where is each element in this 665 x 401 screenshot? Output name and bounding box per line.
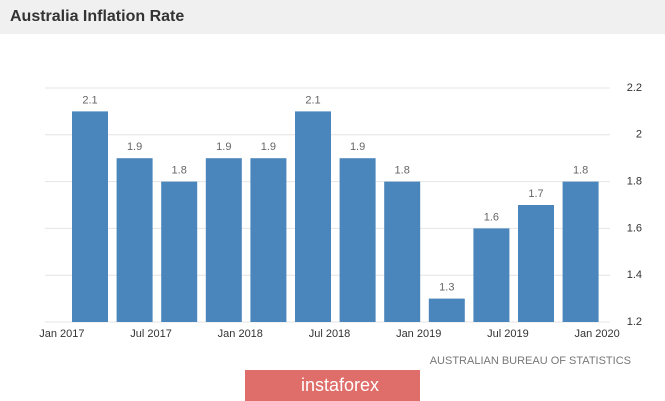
value-label: 1.9	[216, 141, 231, 153]
y-tick-label: 1.4	[627, 269, 642, 281]
value-label: 1.9	[261, 141, 276, 153]
x-tick-label: Jul 2018	[309, 328, 351, 340]
value-label: 1.3	[439, 282, 454, 294]
bar	[161, 181, 198, 322]
bar	[205, 158, 242, 322]
bar	[339, 158, 376, 322]
value-label: 1.8	[573, 165, 588, 177]
watermark-box	[245, 370, 420, 401]
y-tick-label: 1.6	[627, 222, 642, 234]
value-label: 2.1	[305, 94, 320, 106]
x-tick-label: Jan 2017	[39, 328, 84, 340]
y-tick-label: 2	[636, 129, 642, 141]
value-label: 1.8	[172, 165, 187, 177]
x-tick-label: Jul 2019	[487, 328, 529, 340]
value-label: 1.9	[127, 141, 142, 153]
bar	[384, 181, 421, 322]
value-label: 1.9	[350, 141, 365, 153]
y-tick-label: 2.2	[627, 82, 642, 94]
bar	[250, 158, 287, 322]
bar	[428, 298, 465, 322]
x-tick-label: Jan 2018	[218, 328, 263, 340]
y-tick-label: 1.2	[627, 316, 642, 328]
source: AUSTRALIAN BUREAU OF STATISTICS	[430, 355, 631, 367]
bar	[518, 205, 554, 322]
value-label: 1.6	[484, 211, 499, 223]
value-label: 1.8	[395, 165, 410, 177]
bar	[473, 228, 510, 322]
y-tick-label: 1.8	[627, 176, 642, 188]
bar	[116, 158, 153, 322]
bar	[295, 111, 331, 323]
bar	[562, 181, 599, 322]
title-bar	[0, 0, 665, 34]
x-tick-label: Jul 2017	[130, 328, 172, 340]
value-label: 2.1	[82, 94, 97, 106]
chart-title: Australia Inflation Rate	[10, 8, 184, 25]
value-label: 1.7	[528, 188, 543, 200]
x-tick-label: Jan 2019	[396, 328, 441, 340]
x-tick-label: Jan 2020	[574, 328, 619, 340]
watermark: instaforex	[301, 375, 379, 395]
bar	[72, 111, 108, 323]
